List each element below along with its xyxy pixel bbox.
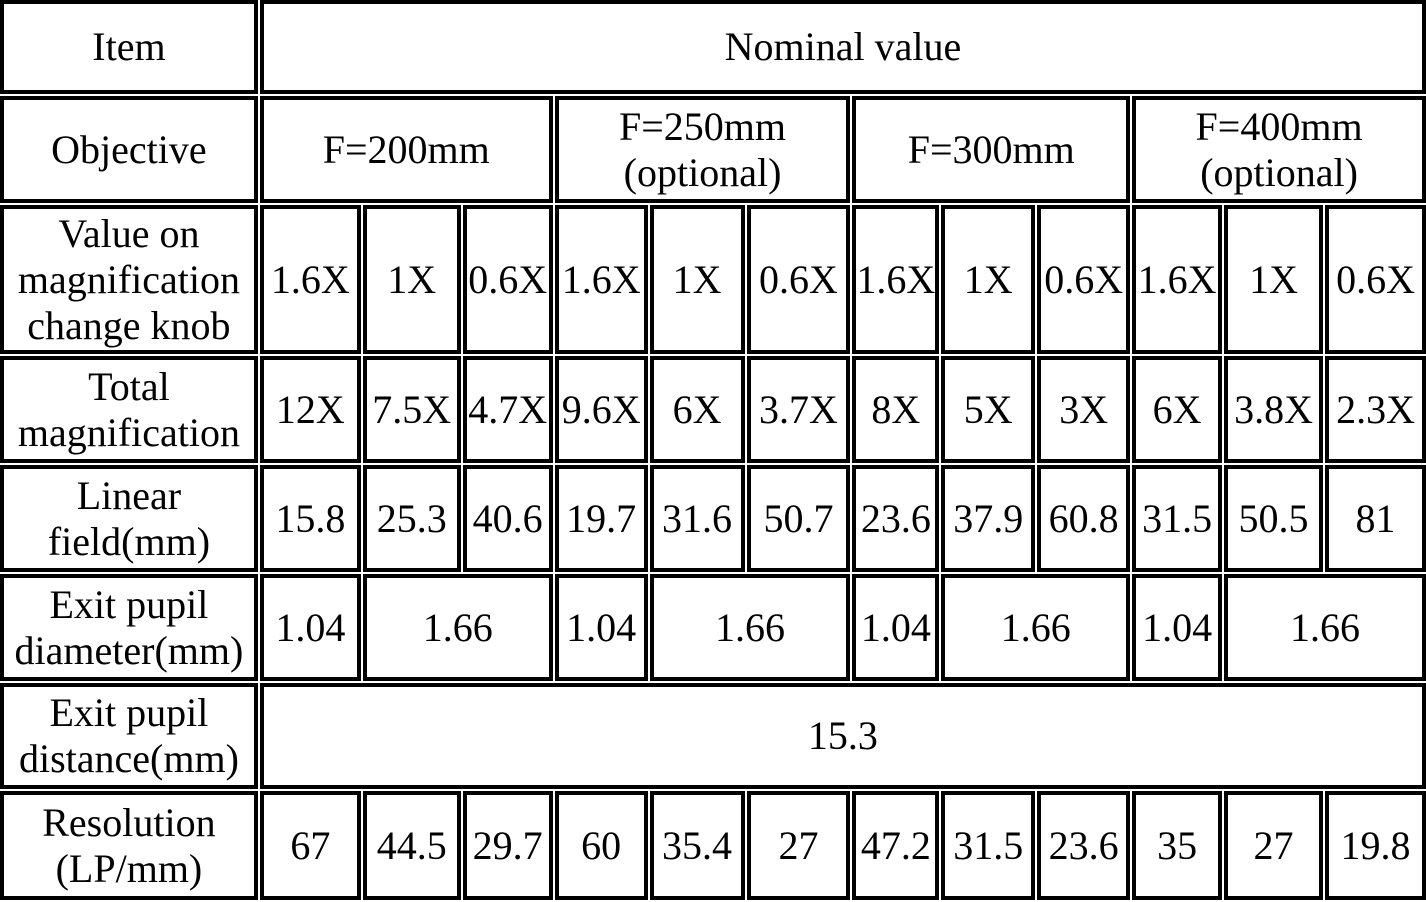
table-row: Total magnification 12X 7.5X 4.7X 9.6X 6X 3.7X… [0,356,1426,463]
row-label: Exit pupil diameter(mm) [0,574,258,681]
value-cell: 1.66 [941,574,1131,681]
value-cell: 0.6X [462,205,553,354]
value-cell: 1X [941,205,1036,354]
value-cell: 1X [362,205,461,354]
value-cell: 6X [649,356,745,463]
value-cell: 50.7 [746,465,851,572]
value-cell: 0.6X [1037,205,1131,354]
value-cell: 12X [259,356,361,463]
header-row-item: Item Nominal value [0,0,1426,94]
value-cell: 35.4 [649,791,745,900]
value-cell: 8X [852,356,940,463]
value-cell: 1.04 [554,574,648,681]
value-cell: 25.3 [362,465,461,572]
value-cell: 4.7X [462,356,553,463]
value-cell: 37.9 [941,465,1036,572]
value-cell: 0.6X [1325,205,1426,354]
value-cell: 35 [1132,791,1223,900]
objective-group-f400: F=400mm (optional) [1132,96,1426,203]
objective-group-f250: F=250mm (optional) [554,96,851,203]
value-cell: 1.04 [852,574,940,681]
spec-table-header: Item Nominal value Objective F=200mm F=2… [0,0,1426,203]
objective-header-cell: Objective [0,96,258,203]
value-cell: 0.6X [746,205,851,354]
value-cell: 47.2 [852,791,940,900]
value-cell: 31.6 [649,465,745,572]
value-cell: 9.6X [554,356,648,463]
row-label: Total magnification [0,356,258,463]
value-cell: 3.8X [1224,356,1324,463]
value-cell: 3.7X [746,356,851,463]
value-cell: 23.6 [852,465,940,572]
objective-group-f200: F=200mm [259,96,553,203]
value-cell: 5X [941,356,1036,463]
header-row-objective: Objective F=200mm F=250mm (optional) F=3… [0,96,1426,203]
value-cell: 1.66 [649,574,851,681]
value-cell: 15.8 [259,465,361,572]
value-cell: 81 [1325,465,1426,572]
value-cell: 1.04 [259,574,361,681]
value-cell: 1.66 [1224,574,1426,681]
table-row: Exit pupil diameter(mm) 1.04 1.66 1.04 1.66 1… [0,574,1426,681]
value-cell: 19.8 [1325,791,1426,900]
value-cell: 29.7 [462,791,553,900]
value-cell: 67 [259,791,361,900]
value-cell: 1.6X [852,205,940,354]
value-cell: 31.5 [1132,465,1223,572]
value-cell: 1.6X [554,205,648,354]
value-cell: 7.5X [362,356,461,463]
value-cell: 50.5 [1224,465,1324,572]
table-row: Linear field(mm) 15.8 25.3 40.6 19.7 31.6 50.7… [0,465,1426,572]
value-cell: 19.7 [554,465,648,572]
table-row: Exit pupil distance(mm) 15.3 [0,683,1426,789]
value-cell: 1X [649,205,745,354]
value-cell: 1.6X [1132,205,1223,354]
value-cell: 1.66 [362,574,553,681]
row-label: Resolution (LP/mm) [0,791,258,900]
value-cell: 1X [1224,205,1324,354]
value-cell: 23.6 [1037,791,1131,900]
value-cell: 2.3X [1325,356,1426,463]
row-label: Linear field(mm) [0,465,258,572]
objective-group-f300: F=300mm [852,96,1131,203]
value-cell: 31.5 [941,791,1036,900]
value-cell: 3X [1037,356,1131,463]
value-cell: 1.6X [259,205,361,354]
table-row: Resolution (LP/mm) 67 44.5 29.7 60 35.4 27 47.2… [0,791,1426,900]
value-cell: 27 [746,791,851,900]
value-cell: 6X [1132,356,1223,463]
value-cell: 27 [1224,791,1324,900]
item-header-cell: Item [0,0,258,94]
value-cell: 40.6 [462,465,553,572]
value-cell: 60.8 [1037,465,1131,572]
nominal-value-header-cell: Nominal value [259,0,1426,94]
row-label: Exit pupil distance(mm) [0,683,258,789]
value-cell: 60 [554,791,648,900]
value-cell: 44.5 [362,791,461,900]
value-cell: 15.3 [259,683,1426,789]
table-row: Value on magnification change knob 1.6X 1X… [0,205,1426,354]
spec-table-body: Value on magnification change knob 1.6X 1X… [0,205,1426,900]
value-cell: 1.04 [1132,574,1223,681]
row-label: Value on magnification change knob [0,205,258,354]
